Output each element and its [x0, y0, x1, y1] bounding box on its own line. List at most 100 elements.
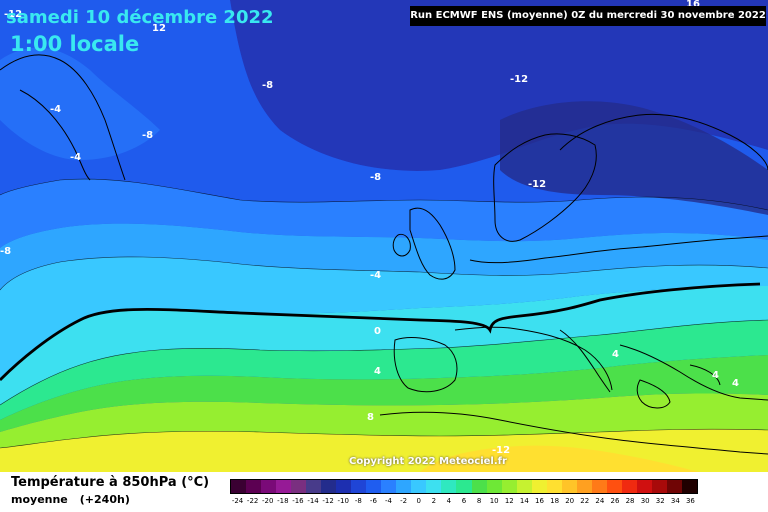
color-scale-swatch: [276, 480, 292, 493]
color-scale-tick-label: 28: [625, 497, 635, 505]
contour-label: -8: [142, 130, 153, 141]
color-scale-tick-label: 20: [565, 497, 575, 505]
color-scale-swatch: [231, 480, 247, 493]
color-scale-swatch: [636, 480, 652, 493]
contour-label: 4: [712, 370, 719, 381]
color-scale-swatch: [381, 480, 397, 493]
temperature-map: -12 -12 -12 -12 -8 -8 -8 -8 -4 -4 -4 0 4…: [0, 0, 768, 472]
color-scale-swatch: [441, 480, 457, 493]
color-scale-tick-label: -14: [307, 497, 319, 505]
contour-label: -4: [370, 270, 381, 281]
contour-label: 12: [152, 23, 166, 34]
color-scale-swatch: [516, 480, 532, 493]
band-minus-2: [0, 256, 768, 380]
color-scale-tick-label: 36: [685, 497, 695, 505]
color-scale-swatch: [396, 480, 412, 493]
color-scale-tick-label: -22: [246, 497, 259, 505]
coastlines: [0, 54, 768, 455]
contour-label: 16: [686, 0, 700, 10]
color-scale-swatch: [651, 480, 667, 493]
color-scale-swatch: [411, 480, 427, 493]
color-scale-swatch: [471, 480, 487, 493]
color-scale-tick-label: -20: [262, 497, 274, 505]
band-minus-6: [0, 179, 768, 248]
color-scale-swatch: [576, 480, 592, 493]
color-scale-swatch: [351, 480, 367, 493]
color-scale-swatch: [666, 480, 682, 493]
greenland-cold-area: [0, 47, 160, 160]
color-scale-ticks: -24 -22 -20 -18 -16 -14 -12 -10 -8 -6 -4 -2 0 2 4 6 8 10 1…: [230, 497, 698, 509]
legend-title: Température à 850hPa (°C): [11, 475, 210, 490]
color-scale-swatch: [531, 480, 547, 493]
color-scale-tick-label: 34: [670, 497, 680, 505]
color-scale-tick-label: 2: [431, 497, 437, 505]
color-scale-swatch: [621, 480, 637, 493]
color-scale-tick-label: -4: [385, 497, 393, 505]
color-scale-swatch: [486, 480, 502, 493]
color-scale-tick-label: -24: [231, 497, 244, 505]
forecast-date: samedi 10 décembre 2022: [6, 7, 274, 28]
legend-subtitle: moyenne (+240h): [11, 493, 130, 506]
color-scale-tick-label: 32: [655, 497, 665, 505]
band-4-6: [0, 355, 768, 432]
color-scale-swatch: [561, 480, 577, 493]
color-scale-tick-label: 30: [640, 497, 650, 505]
scandinavia-cold-area: [500, 101, 768, 215]
color-scale-swatch: [321, 480, 337, 493]
contour-label: -8: [370, 172, 381, 183]
contour-label: 4: [374, 366, 381, 377]
contour-label: -4: [70, 152, 81, 163]
contour-label: 0: [374, 326, 381, 337]
color-scale-tick-label: 24: [595, 497, 605, 505]
color-scale-tick-label: 16: [535, 497, 544, 505]
color-scale-tick-label: -12: [322, 497, 334, 505]
color-scale-swatch: [291, 480, 307, 493]
isotherms: [0, 178, 768, 449]
color-scale-bar: [230, 479, 698, 494]
forecast-time: 1:00 locale: [10, 32, 140, 56]
color-scale-swatch: [501, 480, 517, 493]
color-scale-swatch: [426, 480, 442, 493]
color-scale-swatch: [606, 480, 622, 493]
color-scale-tick-label: -10: [337, 497, 349, 505]
color-scale-swatch: [591, 480, 607, 493]
color-scale-tick-label: 18: [550, 497, 560, 505]
legend-subtitle-range: (+240h): [79, 493, 130, 506]
map-canvas: -12 -12 -12 -12 -8 -8 -8 -8 -4 -4 -4 0 4…: [0, 0, 768, 472]
band-14-plus: [420, 445, 700, 472]
color-scale-swatch: [681, 480, 697, 493]
legend-subtitle-mean: moyenne: [11, 493, 68, 506]
color-scale-tick-label: -8: [354, 497, 362, 505]
color-scale-tick-label: 14: [519, 497, 529, 505]
contour-label: -12: [4, 9, 22, 20]
color-scale-tick-label: 6: [461, 497, 467, 505]
color-scale-tick-label: 0: [416, 497, 421, 505]
color-scale-tick-label: 22: [580, 497, 590, 505]
color-scale-swatch: [336, 480, 352, 493]
color-scale-tick-label: 12: [504, 497, 514, 505]
color-scale-swatch: [306, 480, 322, 493]
contour-label: -8: [262, 80, 273, 91]
contour-label: -8: [0, 246, 11, 257]
color-scale-swatch: [456, 480, 472, 493]
color-scale-tick-label: 10: [489, 497, 499, 505]
run-info-banner: Run ECMWF ENS (moyenne) 0Z du mercredi 3…: [410, 6, 766, 26]
band-6-10: [0, 393, 768, 448]
color-scale-tick-label: -2: [400, 497, 408, 505]
band-minus-14: [230, 0, 768, 171]
color-scale-swatch: [246, 480, 262, 493]
copyright-notice: Copyright 2022 Meteociel.fr: [349, 456, 507, 467]
band-0-2: [0, 286, 768, 405]
legend-panel: Température à 850hPa (°C) moyenne (+240h)…: [0, 472, 768, 512]
contour-label: -12: [492, 445, 510, 456]
color-scale-tick-label: 26: [610, 497, 620, 505]
contour-label: 4: [732, 378, 739, 389]
contour-label: -4: [50, 104, 61, 115]
color-scale-swatch: [366, 480, 382, 493]
band-minus-4: [0, 223, 768, 290]
contour-label: 8: [367, 412, 374, 423]
color-scale-tick-label: -16: [292, 497, 304, 505]
color-scale-swatch: [261, 480, 277, 493]
color-scale-tick-label: 8: [476, 497, 482, 505]
contour-label: 4: [612, 349, 619, 360]
